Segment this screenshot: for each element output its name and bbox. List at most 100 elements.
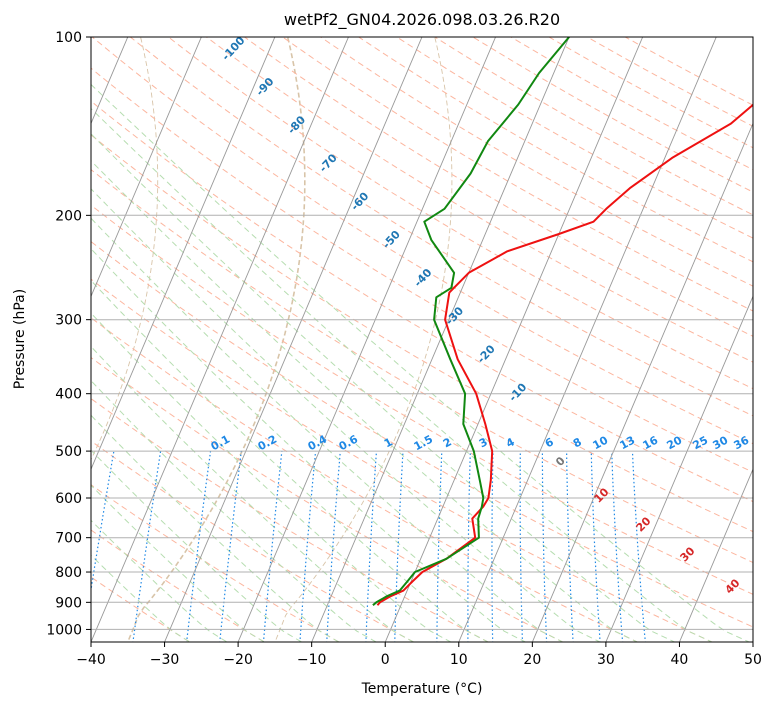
dry-adiabat [91, 529, 266, 642]
temperature-line [376, 103, 753, 606]
dry-adiabat [91, 204, 753, 595]
mixing-ratio-label: 2 [441, 435, 454, 450]
mixing-ratio-label: 6 [543, 435, 556, 450]
moist-adiabat [91, 312, 452, 642]
mixing-ratio-label: 16 [641, 433, 661, 452]
axes: −40 −30 −20 −10 0 10 20 30 40 5010020030040050060… [46, 30, 762, 668]
isotherm [752, 640, 753, 642]
moist-adiabat [91, 133, 676, 642]
isotherm [678, 468, 753, 642]
mixing-ratio-line [365, 451, 378, 642]
y-tick-label: 800 [55, 565, 82, 581]
isotherm-label: -60 [348, 189, 371, 213]
moist-adiabat [91, 160, 639, 642]
dry-adiabat [91, 440, 415, 642]
mixing-ratio-line [132, 451, 162, 642]
isotherm-label: -80 [285, 113, 308, 137]
y-tick-label: 500 [55, 444, 82, 460]
dry-adiabat [91, 168, 753, 564]
x-tick-label: 40 [671, 652, 689, 668]
dry-adiabat [91, 576, 191, 642]
x-tick-label: −30 [150, 652, 180, 668]
isotherm [164, 37, 423, 642]
dry-adiabat [548, 37, 753, 149]
isotherm [237, 37, 497, 642]
mixing-ratio-label: 0.2 [256, 433, 279, 454]
moist-adiabat [91, 217, 564, 642]
y-tick-label: 600 [55, 491, 82, 507]
mixing-ratio-line [519, 451, 524, 642]
mixing-ratio-line [631, 451, 646, 642]
tan-curve [274, 37, 453, 642]
isotherm-label: -10 [506, 380, 529, 404]
mixing-ratio-label: 0.1 [209, 433, 232, 454]
isotherm [458, 37, 717, 642]
x-tick-label: −20 [223, 652, 253, 668]
isotherm [91, 37, 349, 642]
dry-adiabat [319, 37, 753, 287]
isotherm-label: -20 [475, 342, 498, 366]
background-lines [91, 37, 753, 642]
x-axis-title: Temperature (°C) [361, 681, 483, 697]
isotherm [384, 37, 644, 642]
mixing-ratio-label: 4 [504, 435, 517, 450]
mixing-ratio-label: 20 [665, 433, 685, 452]
profile-lines [372, 37, 753, 606]
dry-adiabat [91, 100, 753, 503]
mixing-ratio-line [611, 451, 624, 642]
mixing-ratio-line [219, 451, 242, 642]
mixing-ratio-line [326, 451, 341, 642]
dry-adiabat [281, 37, 753, 312]
moist-adiabat [91, 279, 490, 642]
x-tick-label: 10 [450, 652, 468, 668]
y-axis-title: Pressure (hPa) [12, 289, 28, 389]
moist-adiabat [91, 449, 303, 642]
x-tick-label: 0 [381, 652, 390, 668]
dry-adiabat [205, 37, 753, 363]
y-tick-label: 400 [55, 387, 82, 403]
mixing-ratio-line [491, 451, 494, 642]
mixing-ratio-line [566, 451, 574, 642]
mixing-ratio-label: 13 [618, 434, 638, 453]
dry-adiabat [624, 37, 753, 106]
mixing-ratio-line [394, 451, 404, 642]
dry-adiabat [395, 37, 753, 239]
dry-adiabat [91, 484, 340, 642]
isotherm [531, 122, 753, 642]
dry-adiabat [91, 317, 639, 642]
y-tick-label: 200 [55, 208, 82, 224]
moist-adiabat [91, 248, 527, 642]
moist-adiabat-label: 10 [592, 485, 612, 505]
mixing-ratio-line [590, 451, 601, 642]
dewpoint-line [372, 37, 570, 606]
mixing-ratio-label: 10 [591, 433, 611, 452]
dry-adiabat [586, 37, 753, 127]
dry-adiabat [91, 398, 490, 642]
isotherm [91, 37, 129, 125]
isotherm [605, 295, 753, 642]
dry-adiabat [433, 37, 753, 216]
isotherm [91, 37, 276, 471]
mixing-ratio-label: 0.6 [337, 432, 361, 453]
moist-adiabat [91, 554, 191, 642]
dry-adiabat [129, 37, 753, 417]
mixing-ratio-line [91, 450, 115, 594]
dry-adiabat [472, 37, 753, 193]
plot-frame [90, 36, 754, 643]
moist-adiabat-label: 30 [678, 544, 698, 564]
isotherm [91, 37, 202, 298]
moist-adiabat [91, 379, 378, 642]
mixing-ratio-line [541, 451, 548, 642]
moist-adiabat-label: 20 [634, 514, 654, 534]
dry-adiabat [357, 37, 753, 263]
x-tick-label: 50 [744, 652, 762, 668]
y-tick-label: 100 [55, 30, 82, 46]
moist-adiabat [91, 519, 228, 642]
tan-curve [126, 37, 306, 642]
mixing-ratio-label: 36 [732, 433, 752, 452]
moist-adiabat [91, 345, 415, 642]
mixing-ratio-label: 25 [691, 434, 711, 453]
chart-title: wetPf2_GN04.2026.098.03.26.R20 [284, 10, 560, 30]
mixing-ratio-line [436, 451, 443, 642]
